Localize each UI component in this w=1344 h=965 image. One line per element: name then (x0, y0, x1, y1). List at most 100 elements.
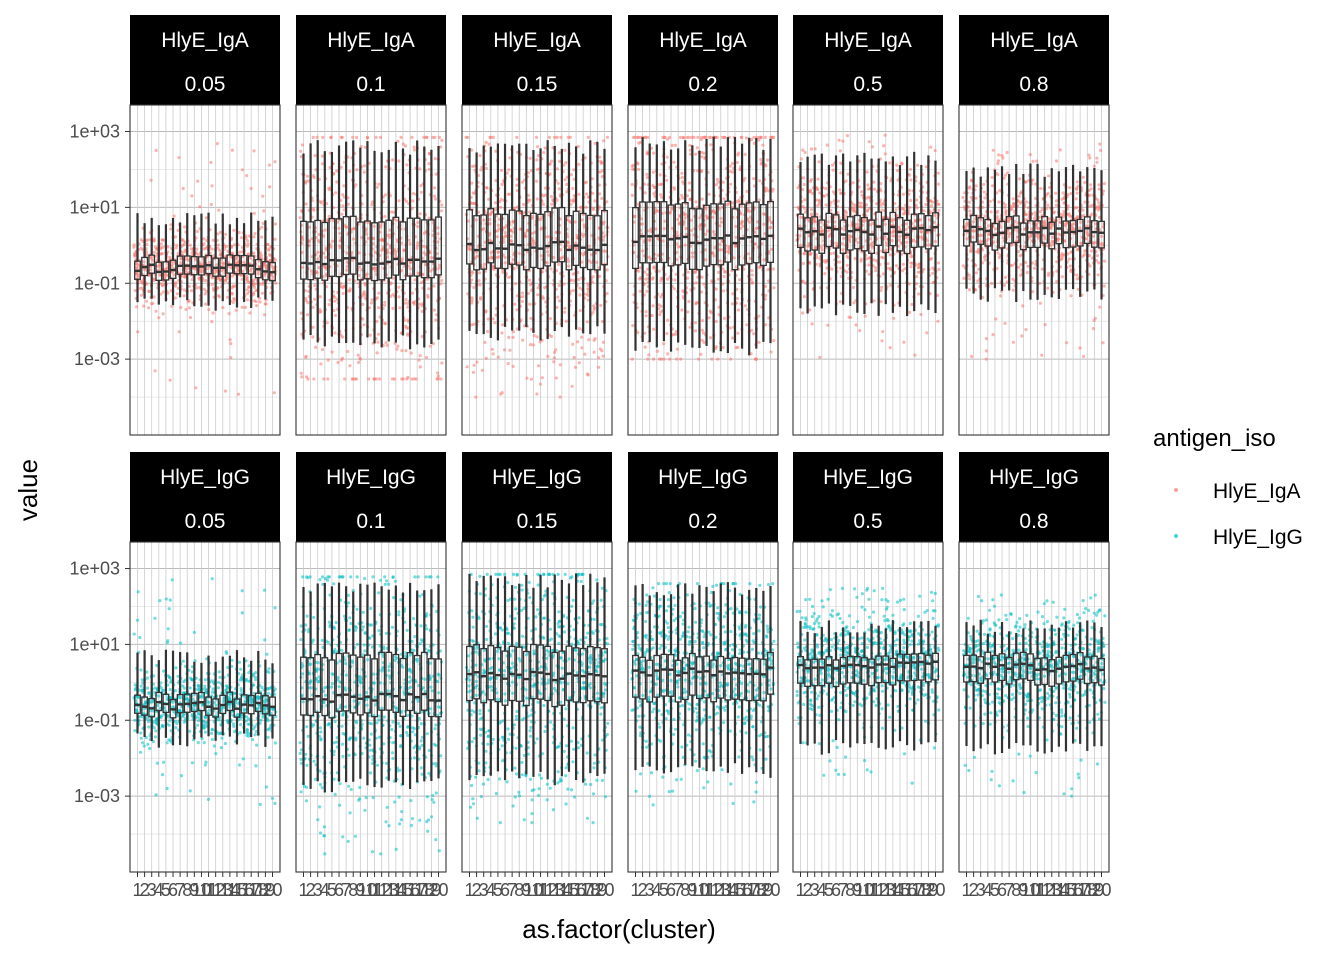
data-point (440, 139, 443, 142)
data-point (937, 172, 940, 175)
data-point (722, 289, 725, 292)
data-point (592, 206, 595, 209)
data-point (679, 358, 682, 361)
data-point (679, 136, 682, 139)
data-point (871, 145, 874, 148)
data-point (255, 304, 258, 307)
data-point (579, 309, 582, 312)
data-point (419, 212, 422, 215)
data-point (355, 377, 358, 380)
data-point (529, 157, 532, 160)
data-point (272, 275, 275, 278)
data-point (880, 339, 883, 342)
data-point (1026, 271, 1029, 274)
data-point (757, 138, 760, 141)
data-point (409, 273, 412, 276)
data-point (592, 275, 595, 278)
data-point (417, 359, 420, 362)
data-point (602, 139, 605, 142)
data-point (597, 356, 600, 359)
data-point (537, 364, 540, 367)
data-point (696, 136, 699, 139)
data-point (569, 136, 572, 139)
data-point (321, 348, 324, 351)
data-point (212, 311, 215, 314)
data-point (577, 163, 580, 166)
data-point (1020, 334, 1023, 337)
data-point (574, 366, 577, 369)
data-point (348, 364, 351, 367)
data-point (994, 227, 997, 230)
data-point (709, 336, 712, 339)
data-point (691, 251, 694, 254)
data-point (189, 316, 192, 319)
data-point (418, 167, 421, 170)
data-point (846, 251, 849, 254)
data-point (572, 200, 575, 203)
data-point (870, 244, 873, 247)
data-point (747, 252, 750, 255)
data-point (674, 144, 677, 147)
data-point (376, 351, 379, 354)
data-point (1003, 284, 1006, 287)
data-point (190, 289, 193, 292)
data-point (659, 193, 662, 196)
data-point (769, 226, 772, 229)
data-point (222, 263, 225, 266)
data-point (637, 168, 640, 171)
data-point (253, 212, 256, 215)
data-point (838, 188, 841, 191)
data-point (210, 184, 213, 187)
data-point (542, 203, 545, 206)
data-point (710, 311, 713, 314)
data-point (559, 136, 562, 139)
data-point (246, 298, 249, 301)
data-point (874, 266, 877, 269)
data-point (301, 238, 304, 241)
data-point (1024, 261, 1027, 264)
data-point (539, 383, 542, 386)
data-point (648, 256, 651, 259)
data-point (299, 150, 302, 153)
data-point (916, 164, 919, 167)
data-point (880, 289, 883, 292)
data-point (168, 256, 171, 259)
data-point (440, 203, 443, 206)
data-point (804, 151, 807, 154)
data-point (663, 220, 666, 223)
data-point (659, 310, 662, 313)
data-point (500, 169, 503, 172)
data-point (355, 168, 358, 171)
data-point (319, 295, 322, 298)
data-point (578, 287, 581, 290)
data-point (481, 369, 484, 372)
data-point (411, 292, 414, 295)
data-point (197, 253, 200, 256)
data-point (985, 337, 988, 340)
data-point (983, 190, 986, 193)
data-point (328, 303, 331, 306)
data-point (397, 286, 400, 289)
data-point (658, 313, 661, 316)
data-point (660, 305, 663, 308)
data-point (813, 227, 816, 230)
data-point (970, 196, 973, 199)
data-point (154, 369, 157, 372)
data-point (909, 178, 912, 181)
data-point (769, 136, 772, 139)
data-point (900, 162, 903, 165)
data-point (312, 136, 315, 139)
data-point (976, 279, 979, 282)
data-point (662, 239, 665, 242)
data-point (602, 235, 605, 238)
data-point (1019, 254, 1022, 257)
data-point (409, 261, 412, 264)
data-point (737, 199, 740, 202)
data-point (149, 268, 152, 271)
data-point (902, 193, 905, 196)
data-point (715, 183, 718, 186)
data-point (686, 310, 689, 313)
data-point (1035, 226, 1038, 229)
